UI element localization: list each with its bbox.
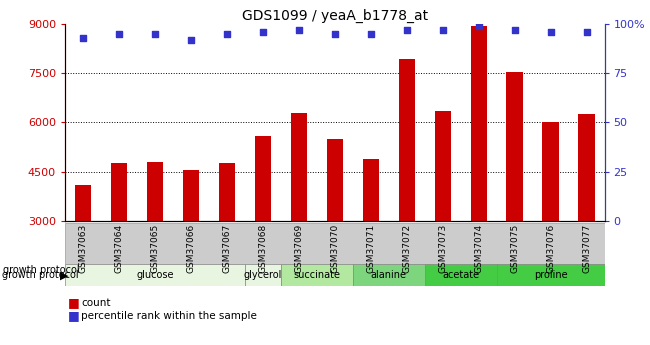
Point [437,27,448,33]
Point [510,27,520,33]
Text: GSM37072: GSM37072 [402,224,411,273]
Text: GSM37077: GSM37077 [582,224,591,273]
Bar [543,122,558,221]
Text: glycerol: glycerol [244,270,282,280]
Bar [398,59,415,221]
Text: GSM37066: GSM37066 [187,224,196,273]
Bar [65,264,245,286]
Bar [65,223,604,264]
Point [222,31,232,37]
Text: GSM37073: GSM37073 [438,224,447,273]
Point [473,23,484,29]
Point [78,35,88,41]
Point [150,31,160,37]
Bar [147,162,163,221]
Bar [578,114,595,221]
Bar [471,26,487,221]
Text: GSM37076: GSM37076 [546,224,555,273]
Bar [111,164,127,221]
Point [257,29,268,35]
Bar [291,112,307,221]
Point [365,31,376,37]
Bar [424,264,497,286]
Text: GSM37069: GSM37069 [294,224,304,273]
Point [330,31,340,37]
Bar [183,170,199,221]
Bar [506,72,523,221]
Text: growth protocol: growth protocol [2,270,79,280]
Point [186,37,196,43]
Point [114,31,124,37]
Text: succinate: succinate [293,270,340,280]
Text: GSM37065: GSM37065 [150,224,159,273]
Point [294,27,304,33]
Bar [75,185,91,221]
Point [545,29,556,35]
Bar [327,139,343,221]
Title: GDS1099 / yeaA_b1778_at: GDS1099 / yeaA_b1778_at [242,9,428,23]
Text: ■: ■ [68,296,80,309]
Text: GSM37070: GSM37070 [330,224,339,273]
Text: GSM37063: GSM37063 [79,224,88,273]
Point [402,27,412,33]
Text: count: count [81,298,110,307]
Text: GSM37071: GSM37071 [366,224,375,273]
Bar [245,264,281,286]
Text: ▶: ▶ [60,270,69,280]
Text: proline: proline [534,270,567,280]
Bar [281,264,353,286]
Text: acetate: acetate [442,270,479,280]
Bar [353,264,424,286]
Text: ■: ■ [68,309,80,322]
Bar [255,136,271,221]
Bar [497,264,604,286]
Text: GSM37064: GSM37064 [114,224,124,273]
Text: GSM37067: GSM37067 [222,224,231,273]
Text: GSM37074: GSM37074 [474,224,483,273]
Text: growth protocol: growth protocol [3,265,80,275]
Text: percentile rank within the sample: percentile rank within the sample [81,311,257,321]
Bar [219,164,235,221]
Bar [435,111,450,221]
Point [581,29,592,35]
Text: GSM37068: GSM37068 [258,224,267,273]
Text: alanine: alanine [370,270,407,280]
Text: glucose: glucose [136,270,174,280]
Bar [363,159,379,221]
Text: GSM37075: GSM37075 [510,224,519,273]
